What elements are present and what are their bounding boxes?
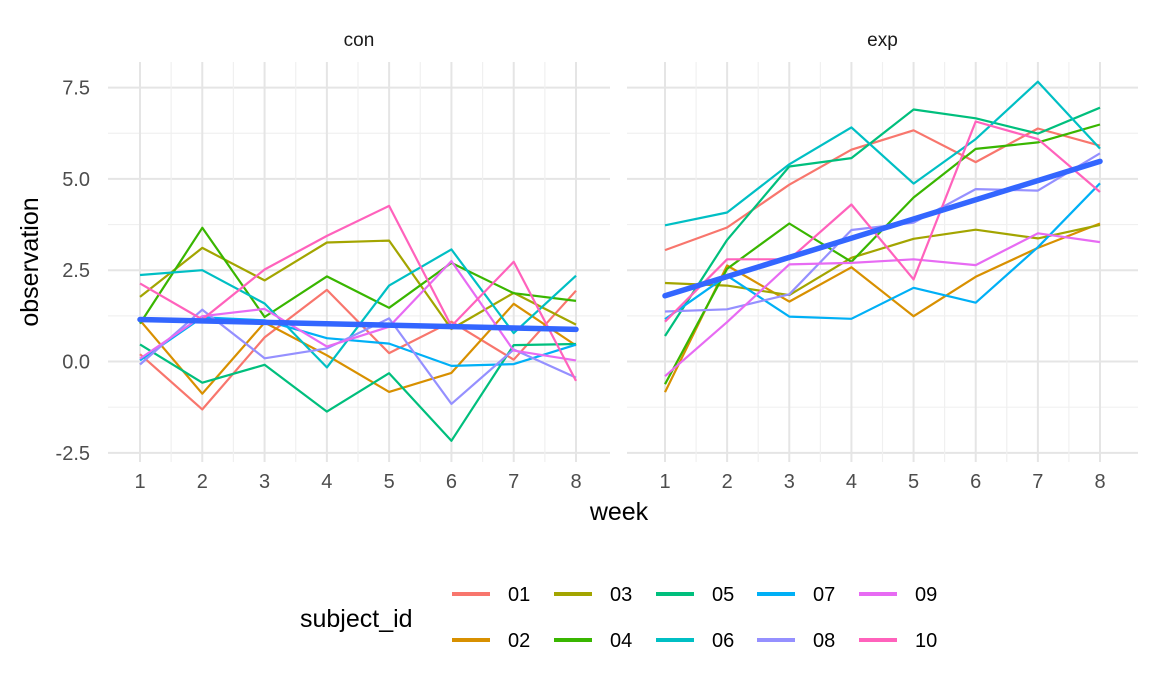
series-line-con-09 bbox=[139, 260, 577, 362]
x-tick-label: 6 bbox=[446, 471, 457, 493]
x-tick-label: 3 bbox=[784, 471, 795, 493]
x-tick-label: 7 bbox=[508, 471, 519, 493]
legend-label-06: 06 bbox=[712, 630, 734, 652]
series-line-exp-06 bbox=[664, 80, 1101, 227]
legend-label-04: 04 bbox=[610, 630, 632, 652]
series-line-exp-10 bbox=[664, 120, 1101, 323]
series-line-con-08 bbox=[139, 308, 577, 405]
x-tick-label: 8 bbox=[570, 471, 581, 493]
series-line-con-01 bbox=[139, 288, 577, 411]
y-tick-label: 5.0 bbox=[62, 169, 90, 191]
y-axis-title: observation bbox=[16, 197, 44, 326]
series-line-con-05 bbox=[139, 342, 577, 442]
legend-label-02: 02 bbox=[508, 630, 530, 652]
x-tick-label: 1 bbox=[134, 471, 145, 493]
x-tick-label: 4 bbox=[846, 471, 857, 493]
series-line-exp-01 bbox=[664, 127, 1101, 252]
legend-label-08: 08 bbox=[813, 630, 835, 652]
legend-label-01: 01 bbox=[508, 584, 530, 606]
series-line-exp-09 bbox=[664, 232, 1101, 378]
series-line-con-04 bbox=[139, 226, 577, 325]
x-tick-label: 2 bbox=[197, 471, 208, 493]
series-line-exp-05 bbox=[664, 106, 1101, 337]
legend-label-10: 10 bbox=[915, 630, 937, 652]
x-tick-label: 6 bbox=[970, 471, 981, 493]
series-line-exp-03 bbox=[664, 223, 1101, 297]
series-line-exp-07 bbox=[664, 182, 1101, 321]
x-tick-label: 5 bbox=[384, 471, 395, 493]
legend-label-09: 09 bbox=[915, 584, 937, 606]
y-tick-label: 7.5 bbox=[62, 78, 90, 100]
x-axis-title: week bbox=[589, 498, 649, 526]
series-line-con-10 bbox=[139, 204, 577, 382]
legend-label-05: 05 bbox=[712, 584, 734, 606]
x-tick-label: 8 bbox=[1094, 471, 1105, 493]
x-tick-label: 7 bbox=[1032, 471, 1043, 493]
legend-label-03: 03 bbox=[610, 584, 632, 606]
panel-strip-label: con bbox=[344, 30, 375, 51]
y-tick-label: 2.5 bbox=[62, 260, 90, 282]
series-line-con-02 bbox=[139, 302, 577, 395]
y-tick-label: -2.5 bbox=[56, 443, 90, 465]
y-tick-label: 0.0 bbox=[62, 352, 90, 374]
panel-strip-label: exp bbox=[867, 30, 898, 51]
x-tick-label: 2 bbox=[722, 471, 733, 493]
x-tick-label: 3 bbox=[259, 471, 270, 493]
x-tick-label: 4 bbox=[321, 471, 332, 493]
series-line-con-03 bbox=[139, 239, 577, 331]
trend-line-exp bbox=[662, 158, 1103, 299]
x-tick-label: 1 bbox=[659, 471, 670, 493]
trend-line-con bbox=[137, 316, 579, 333]
legend-label-07: 07 bbox=[813, 584, 835, 606]
x-tick-label: 5 bbox=[908, 471, 919, 493]
legend-title: subject_id bbox=[300, 605, 413, 633]
